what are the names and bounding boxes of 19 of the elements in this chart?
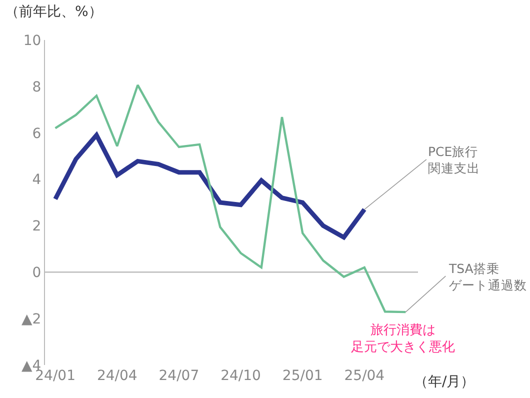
- x-axis-title: （年/月）: [414, 374, 475, 390]
- x-tick-label: 25/04: [344, 368, 385, 384]
- y-axis-title: （前年比、%）: [5, 4, 102, 20]
- y-tick-label: 2: [32, 218, 42, 235]
- y-tick-label: 4: [32, 172, 42, 188]
- x-tick-label: 24/04: [96, 368, 138, 384]
- y-tick-label: 8: [32, 79, 42, 96]
- y-tick-label: 6: [32, 126, 42, 142]
- x-tick-label: 24/10: [220, 368, 261, 384]
- y-tick-label: 0: [32, 265, 42, 282]
- y-tick-label: 10: [23, 32, 42, 49]
- x-tick-label: 24/07: [158, 368, 200, 384]
- x-tick-label: 25/01: [282, 368, 323, 384]
- line-series: [54, 84, 407, 314]
- text: TSA搭乗ゲート通過数: [448, 261, 527, 292]
- line-series: [53, 132, 367, 240]
- text: PCE旅行関連支出: [428, 144, 480, 176]
- annotation: 旅行消費は足元で大きく悪化: [351, 323, 455, 355]
- y-tick-label: ▲2: [22, 311, 42, 328]
